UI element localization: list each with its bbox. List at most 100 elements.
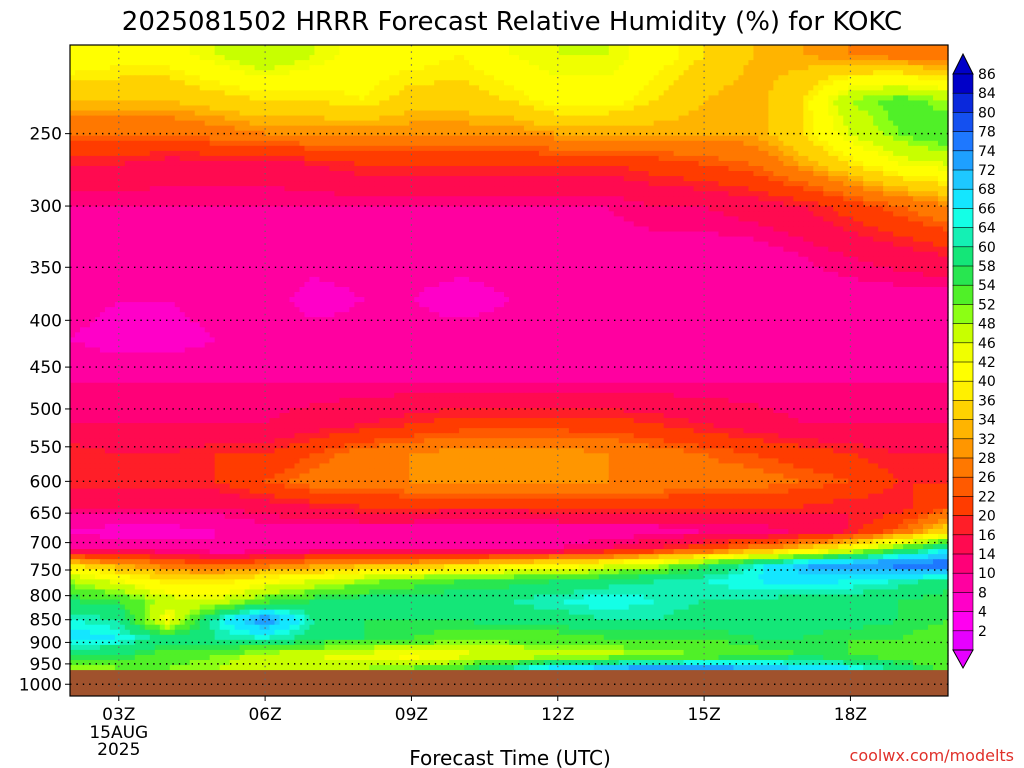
heatmap-cell bbox=[499, 110, 505, 117]
heatmap-cell bbox=[783, 150, 789, 157]
heatmap-cell bbox=[254, 130, 261, 137]
heatmap-cell bbox=[833, 80, 839, 86]
heatmap-cell bbox=[444, 80, 450, 86]
heatmap-cell bbox=[698, 65, 705, 71]
heatmap-cell bbox=[409, 181, 415, 187]
heatmap-cell bbox=[494, 145, 500, 152]
heatmap-cell bbox=[504, 155, 510, 162]
heatmap-cell bbox=[239, 95, 246, 102]
heatmap-cell bbox=[788, 80, 794, 86]
heatmap-cell bbox=[518, 160, 525, 167]
heatmap-cell bbox=[339, 80, 345, 86]
heatmap-cell bbox=[658, 90, 665, 97]
heatmap-cell bbox=[104, 70, 111, 76]
heatmap-cell bbox=[394, 80, 400, 86]
heatmap-cell bbox=[469, 105, 475, 112]
heatmap-cell bbox=[843, 176, 849, 182]
heatmap-cell bbox=[319, 125, 326, 132]
heatmap-cell bbox=[379, 171, 385, 177]
heatmap-cell bbox=[528, 75, 535, 81]
heatmap-cell bbox=[833, 125, 839, 132]
heatmap-cell bbox=[449, 115, 455, 122]
heatmap-cell bbox=[578, 176, 585, 182]
heatmap-cell bbox=[713, 90, 720, 97]
heatmap-cell bbox=[179, 155, 186, 162]
heatmap-cell bbox=[943, 70, 949, 76]
heatmap-cell bbox=[888, 50, 894, 56]
heatmap-cell bbox=[518, 105, 525, 112]
heatmap-cell bbox=[284, 95, 291, 102]
heatmap-cell bbox=[808, 130, 814, 137]
heatmap-cell bbox=[89, 115, 96, 122]
heatmap-cell bbox=[404, 105, 410, 112]
heatmap-cell bbox=[259, 145, 266, 152]
heatmap-cell bbox=[848, 95, 854, 102]
heatmap-cell bbox=[79, 150, 86, 157]
heatmap-cell bbox=[109, 186, 116, 192]
heatmap-cell bbox=[274, 115, 281, 122]
heatmap-cell bbox=[369, 181, 375, 187]
heatmap-cell bbox=[888, 120, 894, 127]
heatmap-cell bbox=[104, 181, 111, 187]
heatmap-cell bbox=[409, 120, 415, 127]
heatmap-cell bbox=[863, 70, 869, 76]
heatmap-cell bbox=[573, 70, 580, 76]
heatmap-cell bbox=[863, 181, 869, 187]
heatmap-cell bbox=[429, 171, 435, 177]
heatmap-cell bbox=[608, 80, 615, 86]
heatmap-cell bbox=[628, 155, 635, 162]
heatmap-cell bbox=[608, 65, 615, 71]
heatmap-cell bbox=[334, 165, 340, 172]
heatmap-cell bbox=[379, 115, 385, 122]
heatmap-cell bbox=[593, 105, 600, 112]
heatmap-cell bbox=[149, 60, 156, 66]
heatmap-cell bbox=[548, 100, 555, 107]
heatmap-cell bbox=[149, 120, 156, 127]
heatmap-cell bbox=[119, 55, 126, 61]
heatmap-cell bbox=[713, 176, 720, 182]
heatmap-cell bbox=[818, 75, 824, 81]
heatmap-cell bbox=[873, 115, 879, 122]
heatmap-cell bbox=[623, 125, 630, 132]
heatmap-cell bbox=[553, 55, 560, 61]
heatmap-cell bbox=[718, 150, 725, 157]
heatmap-cell bbox=[558, 65, 565, 71]
heatmap-cell bbox=[204, 105, 211, 112]
heatmap-cell bbox=[658, 65, 665, 71]
heatmap-cell bbox=[703, 145, 710, 152]
heatmap-cell bbox=[553, 160, 560, 167]
heatmap-cell bbox=[863, 130, 869, 137]
heatmap-cell bbox=[289, 60, 296, 66]
heatmap-cell bbox=[504, 176, 510, 182]
heatmap-cell bbox=[938, 75, 944, 81]
heatmap-cell bbox=[474, 70, 480, 76]
heatmap-cell bbox=[703, 85, 710, 91]
heatmap-cell bbox=[474, 140, 480, 147]
heatmap-cell bbox=[733, 181, 740, 187]
heatmap-cell bbox=[329, 125, 335, 132]
heatmap-cell bbox=[289, 115, 296, 122]
heatmap-cell bbox=[728, 171, 735, 177]
heatmap-cell bbox=[843, 130, 849, 137]
heatmap-cell bbox=[194, 45, 201, 51]
heatmap-cell bbox=[204, 65, 211, 71]
heatmap-cell bbox=[254, 45, 261, 51]
heatmap-cell bbox=[688, 115, 695, 122]
heatmap-cell bbox=[469, 120, 475, 127]
heatmap-cell bbox=[489, 160, 495, 167]
heatmap-cell bbox=[344, 115, 350, 122]
heatmap-cell bbox=[778, 140, 784, 147]
heatmap-cell bbox=[803, 181, 809, 187]
heatmap-cell bbox=[568, 95, 575, 102]
heatmap-cell bbox=[918, 80, 924, 86]
heatmap-cell bbox=[553, 135, 560, 142]
heatmap-cell bbox=[693, 171, 700, 177]
heatmap-cell bbox=[763, 90, 770, 97]
heatmap-cell bbox=[663, 105, 670, 112]
heatmap-cell bbox=[269, 130, 276, 137]
heatmap-cell bbox=[853, 171, 859, 177]
heatmap-cell bbox=[613, 85, 620, 91]
heatmap-cell bbox=[783, 105, 789, 112]
heatmap-cell bbox=[314, 186, 321, 192]
heatmap-cell bbox=[673, 65, 680, 71]
